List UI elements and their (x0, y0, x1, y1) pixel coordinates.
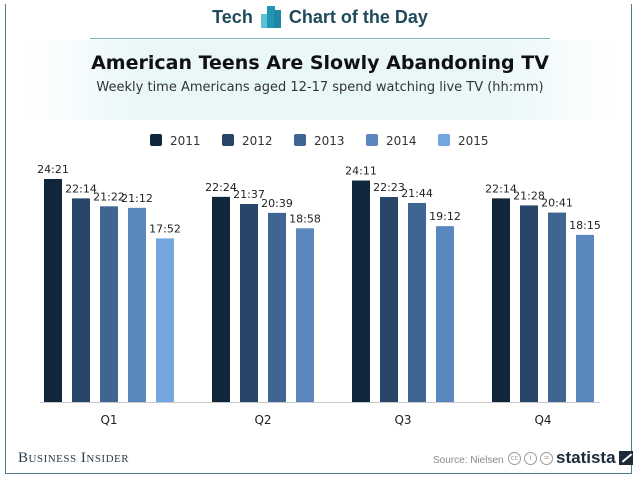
bar-Q2-2013 (268, 212, 286, 402)
cc-icon: cc (508, 452, 521, 465)
data-label-Q1-2012: 22:14 (65, 182, 97, 195)
bar-Q1-2012 (72, 198, 90, 402)
header-chart-of-the-day-label: Chart of the Day (288, 6, 428, 27)
data-label-Q2-2012: 21:37 (233, 188, 265, 201)
bar-Q3-2014 (436, 226, 454, 402)
x-tick-label-Q3: Q3 (394, 413, 411, 427)
bar-chart-logo-icon (260, 6, 281, 28)
header-divider (90, 38, 550, 39)
bar-Q2-2014 (296, 228, 314, 402)
legend-label-2011: 2011 (170, 134, 201, 148)
bar-Q1-2011 (44, 179, 62, 402)
data-label-Q4-2012: 21:28 (513, 189, 545, 202)
bar-Q3-2012 (380, 197, 398, 402)
data-label-Q3-2012: 22:23 (373, 181, 405, 194)
attribution-icon: i (524, 452, 537, 465)
chart-of-the-day-header: Tech Chart of the Day (0, 6, 640, 36)
legend-swatch-2011 (150, 134, 162, 146)
data-label-Q2-2014: 18:58 (289, 212, 321, 225)
legend-swatch-2014 (366, 134, 378, 146)
statista-wordmark: statista (556, 448, 616, 467)
data-label-Q3-2014: 19:12 (429, 210, 461, 223)
legend-label-2012: 2012 (242, 134, 273, 148)
data-label-Q2-2013: 20:39 (261, 197, 293, 210)
no-derivatives-icon: = (540, 452, 553, 465)
bar-Q1-2013 (100, 206, 118, 402)
data-label-Q1-2013: 21:22 (93, 190, 125, 203)
chart-subtitle: Weekly time Americans aged 12-17 spend w… (96, 80, 544, 95)
bar-Q4-2011 (492, 198, 510, 402)
legend-swatch-2015 (438, 134, 450, 146)
x-tick-label-Q4: Q4 (534, 413, 551, 427)
x-tick-label-Q1: Q1 (100, 413, 117, 427)
statista-mark-icon (618, 451, 633, 465)
data-label-Q1-2015: 17:52 (149, 222, 181, 235)
legend-swatch-2012 (222, 134, 234, 146)
bar-Q1-2015 (156, 238, 174, 402)
bar-Q4-2014 (576, 234, 594, 402)
bar-Q1-2014 (128, 207, 146, 402)
chart-title: American Teens Are Slowly Abandoning TV (91, 52, 549, 74)
header-tech-label: Tech (212, 6, 253, 27)
data-label-Q2-2011: 22:24 (205, 181, 237, 194)
x-tick-label-Q2: Q2 (254, 413, 271, 427)
statista-logo: statista (556, 448, 633, 468)
bar-Q4-2013 (548, 212, 566, 402)
data-label-Q4-2014: 18:15 (569, 219, 601, 232)
data-label-Q4-2013: 20:41 (541, 197, 573, 210)
data-label-Q4-2011: 22:14 (485, 182, 517, 195)
legend-label-2013: 2013 (314, 134, 345, 148)
data-label-Q3-2011: 24:11 (345, 165, 377, 178)
legend-swatch-2013 (294, 134, 306, 146)
data-label-Q1-2014: 21:12 (121, 192, 153, 205)
title-background (25, 40, 615, 120)
bar-Q3-2013 (408, 202, 426, 402)
bar-Q2-2012 (240, 204, 258, 402)
legend-label-2014: 2014 (386, 134, 417, 148)
bar-Q2-2011 (212, 196, 230, 402)
data-label-Q1-2011: 24:21 (37, 163, 69, 176)
bar-Q3-2011 (352, 180, 370, 402)
data-label-Q3-2013: 21:44 (401, 187, 433, 200)
source-note: Source: Nielsen (433, 455, 504, 466)
license-icons: cc i = (508, 452, 553, 465)
bar-Q4-2012 (520, 205, 538, 402)
business-insider-logo: Business Insider (18, 450, 130, 466)
legend-label-2015: 2015 (458, 134, 489, 148)
